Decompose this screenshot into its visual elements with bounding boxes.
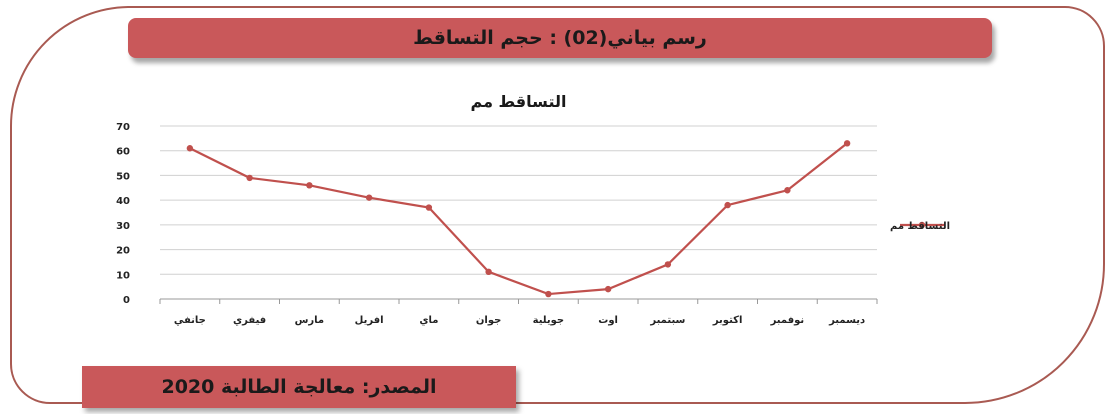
y-tick-label: 50 (116, 171, 130, 182)
series-line (190, 143, 847, 294)
data-point (187, 145, 193, 151)
data-point (306, 182, 312, 188)
data-point (246, 175, 252, 181)
data-point (784, 187, 790, 193)
x-tick-label: اكتوبر (712, 315, 743, 326)
y-tick-label: 0 (123, 295, 130, 306)
x-tick-label: اوت (598, 315, 618, 326)
y-tick-label: 40 (116, 196, 130, 207)
source-banner: المصدر: معالجة الطالبة 2020 (82, 366, 516, 408)
x-tick-label: نوفمبر (770, 315, 805, 326)
data-point (426, 204, 432, 210)
x-tick-label: ماي (419, 315, 438, 326)
data-point (545, 291, 551, 297)
source-text: المصدر: معالجة الطالبة 2020 (161, 376, 436, 398)
x-tick-label: سبتمبر (649, 315, 685, 326)
x-tick-label: افريل (355, 315, 384, 326)
y-tick-label: 20 (116, 246, 130, 257)
data-point (485, 269, 491, 275)
y-tick-label: 10 (116, 270, 130, 281)
y-tick-label: 70 (116, 122, 130, 133)
x-tick-label: جوان (476, 315, 501, 326)
data-point (724, 202, 730, 208)
y-tick-label: 30 (116, 221, 130, 232)
legend-label: التساقط مم (890, 221, 950, 232)
x-tick-label: جانفي (174, 315, 206, 326)
x-tick-label: مارس (295, 315, 325, 326)
y-tick-label: 60 (116, 147, 130, 158)
data-point (665, 261, 671, 267)
data-point (366, 194, 372, 200)
x-tick-label: جويلية (533, 315, 564, 326)
x-tick-label: فيفري (233, 315, 266, 326)
data-point (844, 140, 850, 146)
x-tick-label: ديسمبر (828, 315, 865, 326)
chart-title: التساقط مم (471, 92, 567, 111)
data-point (605, 286, 611, 292)
